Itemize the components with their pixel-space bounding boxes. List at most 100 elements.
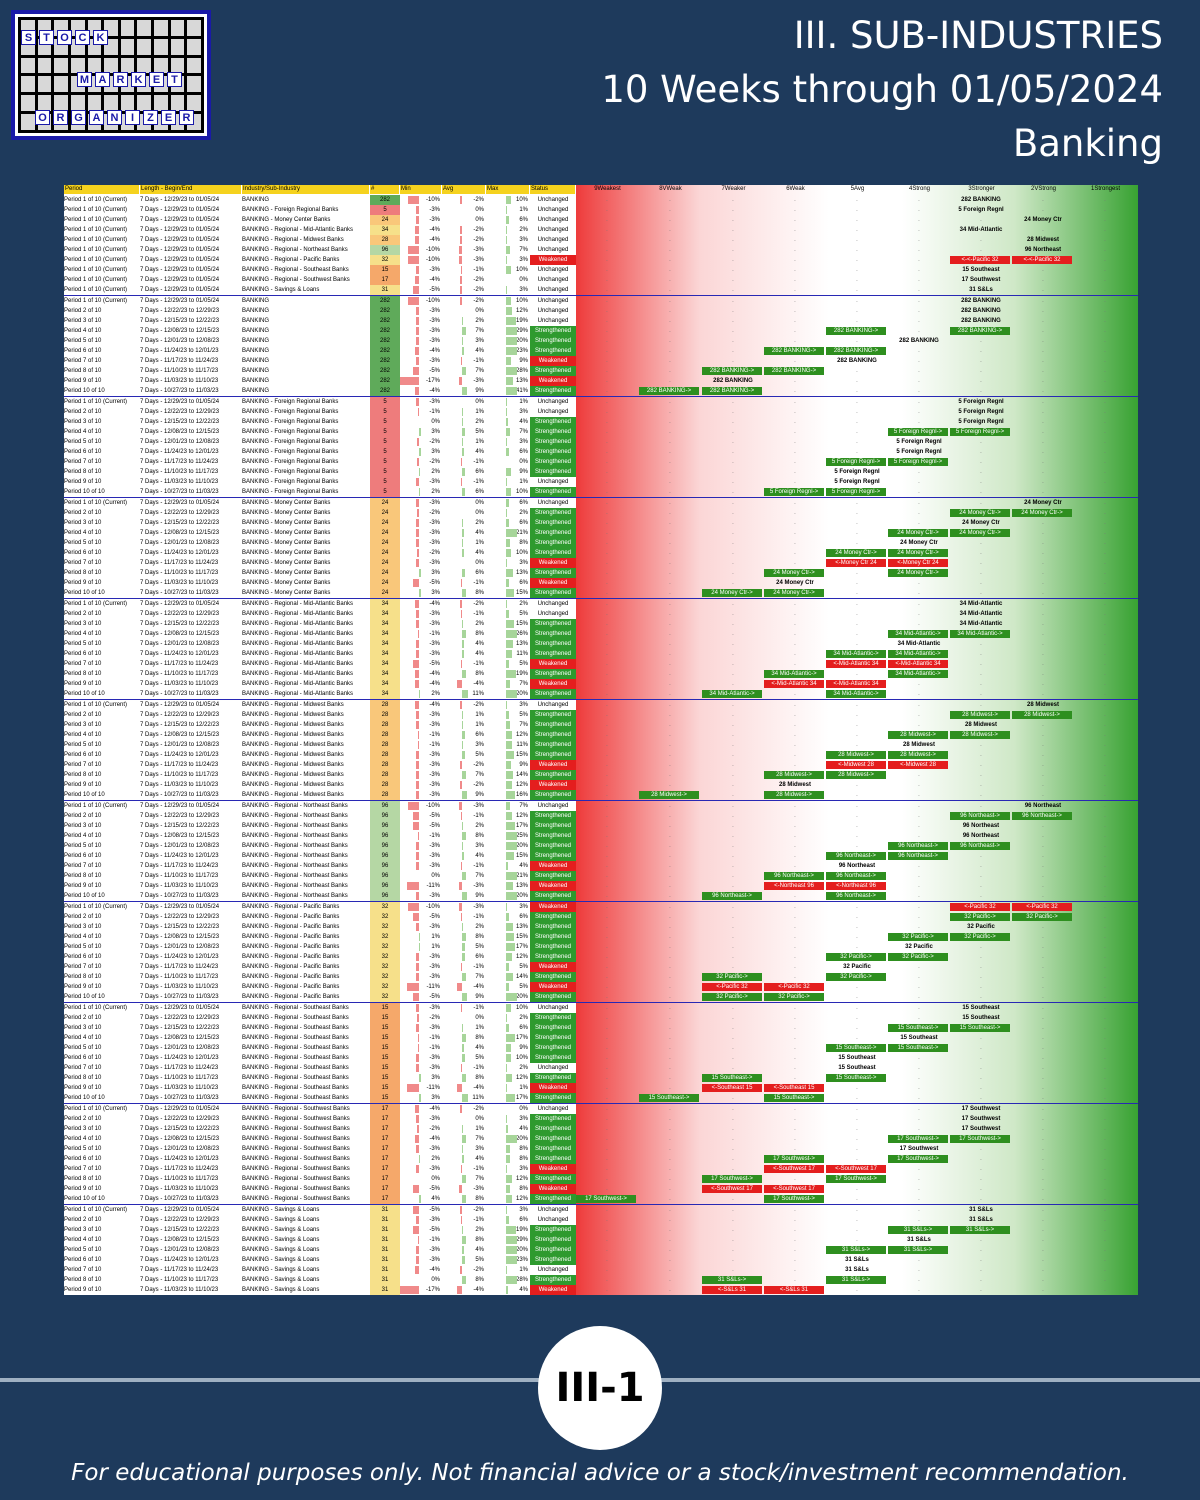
- zone-dot: .: [606, 742, 608, 748]
- value-bar: [461, 751, 465, 759]
- max-cell: 21%: [486, 528, 530, 538]
- zone-dot: .: [918, 1277, 920, 1283]
- zone-dot: .: [1042, 873, 1044, 879]
- value-bar: [505, 781, 513, 789]
- count-cell: 34: [370, 619, 400, 629]
- zone-dot: .: [980, 611, 982, 617]
- value-bar: [461, 620, 463, 628]
- min-cell: -3%: [400, 518, 442, 528]
- value-bar: [461, 741, 464, 749]
- logo-letter: N: [107, 110, 122, 125]
- zone-dot: .: [1042, 924, 1044, 930]
- zone-dot: .: [856, 1055, 858, 1061]
- table-row: Period 5 of 10 7 Days - 12/01/23 to 12/08…: [64, 538, 1138, 548]
- logo-letter: A: [95, 72, 110, 87]
- zone-marker: 15 Southeast: [900, 1035, 938, 1041]
- length-cell: 7 Days - 12/29/23 to 01/05/24: [140, 287, 220, 293]
- value-bar: [415, 499, 419, 507]
- zone-marker: 31 S&Ls->: [888, 1246, 948, 1254]
- zone-dot: .: [732, 378, 734, 384]
- zone-dot: .: [606, 1207, 608, 1213]
- avg-cell: -1%: [442, 477, 486, 487]
- value-bar: [457, 983, 462, 991]
- industry-cell: BANKING - Money Center Banks: [242, 540, 331, 546]
- status-cell: Strengthened: [530, 386, 576, 396]
- value-bar: [418, 569, 421, 577]
- value-bar: [459, 196, 462, 204]
- length-cell: 7 Days - 12/29/23 to 01/05/24: [140, 257, 220, 263]
- period-cell: Period 1 of 10 (Current): [64, 399, 128, 405]
- min-cell: -3%: [400, 1164, 442, 1174]
- period-cell: Period 7 of 10: [64, 1166, 102, 1172]
- industry-cell: BANKING - Regional - Mid-Atlantic Banks: [242, 621, 354, 627]
- industry-cell: BANKING - Money Center Banks: [242, 560, 331, 566]
- length-cell: 7 Days - 11/03/23 to 11/10/23: [140, 580, 219, 586]
- logo-tile: [21, 114, 35, 130]
- zone-dot: .: [980, 378, 982, 384]
- value-bar: [505, 1216, 510, 1224]
- max-cell: 9%: [486, 467, 530, 477]
- value-bar: [460, 458, 462, 466]
- value-bar: [415, 1115, 419, 1123]
- zone-marker: 32 Pacific->: [950, 913, 1010, 921]
- zone-dot: .: [1104, 1085, 1106, 1091]
- zone-dot: .: [794, 954, 796, 960]
- value-bar: [505, 1084, 507, 1092]
- zone-dot: .: [794, 378, 796, 384]
- value-bar: [505, 549, 512, 557]
- status-cell: Unchanged: [537, 298, 569, 304]
- length-cell: 7 Days - 12/01/23 to 12/08/23: [140, 540, 220, 546]
- zone-dot: .: [732, 530, 734, 536]
- period-cell: Period 9 of 10: [64, 782, 102, 788]
- length-cell: 7 Days - 10/27/23 to 11/03/23: [140, 1095, 219, 1101]
- industry-cell: BANKING - Savings & Loans: [242, 1257, 320, 1263]
- max-cell: 3%: [486, 700, 530, 710]
- length-cell: 7 Days - 12/08/23 to 12/15/23: [140, 732, 220, 738]
- industry-cell: BANKING - Regional - Midwest Banks: [242, 732, 344, 738]
- min-cell: -5%: [400, 992, 442, 1002]
- industry-cell: BANKING - Regional - Southwest Banks: [242, 1146, 350, 1152]
- zone-dot: .: [1104, 1095, 1106, 1101]
- zone-dot: .: [1104, 550, 1106, 556]
- zone-marker: 34 Mid-Atlantic: [959, 227, 1003, 233]
- zone-marker: 96 Northeast->: [826, 872, 886, 880]
- table-row: Period 3 of 10 7 Days - 12/15/23 to 12/22…: [64, 316, 1138, 326]
- industry-cell: BANKING: [242, 338, 270, 344]
- table-row: Period 1 of 10 (Current) 7 Days - 12/29/2…: [64, 498, 1138, 508]
- zone-dot: .: [1104, 732, 1106, 738]
- min-cell: -11%: [400, 881, 442, 891]
- zone-dot: .: [794, 540, 796, 546]
- length-cell: 7 Days - 12/29/23 to 01/05/24: [140, 298, 220, 304]
- zone-dot: .: [1042, 267, 1044, 273]
- zone-dot: .: [669, 1055, 671, 1061]
- min-cell: -5%: [400, 659, 442, 669]
- status-cell: Unchanged: [537, 227, 569, 233]
- zone-dot: .: [732, 1166, 734, 1172]
- zone-marker: 17 Southwest->: [702, 1175, 762, 1183]
- zone-dot: .: [1104, 742, 1106, 748]
- min-cell: -3%: [400, 215, 442, 225]
- industry-cell: BANKING - Regional - Southwest Banks: [242, 1186, 350, 1192]
- zone-dot: .: [669, 1116, 671, 1122]
- zone-dot: .: [669, 651, 671, 657]
- zone-dot: .: [980, 439, 982, 445]
- zone-dot: .: [918, 601, 920, 607]
- period-cell: Period 10 of 10: [64, 388, 105, 394]
- length-cell: 7 Days - 11/10/23 to 11/17/23: [140, 469, 219, 475]
- max-cell: 10%: [486, 1003, 530, 1013]
- status-cell: Strengthened: [530, 1255, 576, 1265]
- max-cell: 20%: [486, 689, 530, 699]
- value-bar: [414, 600, 419, 608]
- status-cell: Strengthened: [530, 1144, 576, 1154]
- value-bar: [415, 317, 419, 325]
- zone-marker: 5 Foreign Regnl: [896, 439, 942, 445]
- min-cell: 2%: [400, 689, 442, 699]
- max-cell: 19%: [486, 1225, 530, 1235]
- status-cell: Unchanged: [537, 803, 569, 809]
- zone-dot: .: [669, 429, 671, 435]
- zone-dot: .: [1104, 227, 1106, 233]
- zone-marker: 5 Foreign Regnl->: [826, 458, 886, 466]
- logo-letter: K: [93, 30, 108, 45]
- zone-dot: .: [980, 772, 982, 778]
- logo-tile: [170, 38, 185, 55]
